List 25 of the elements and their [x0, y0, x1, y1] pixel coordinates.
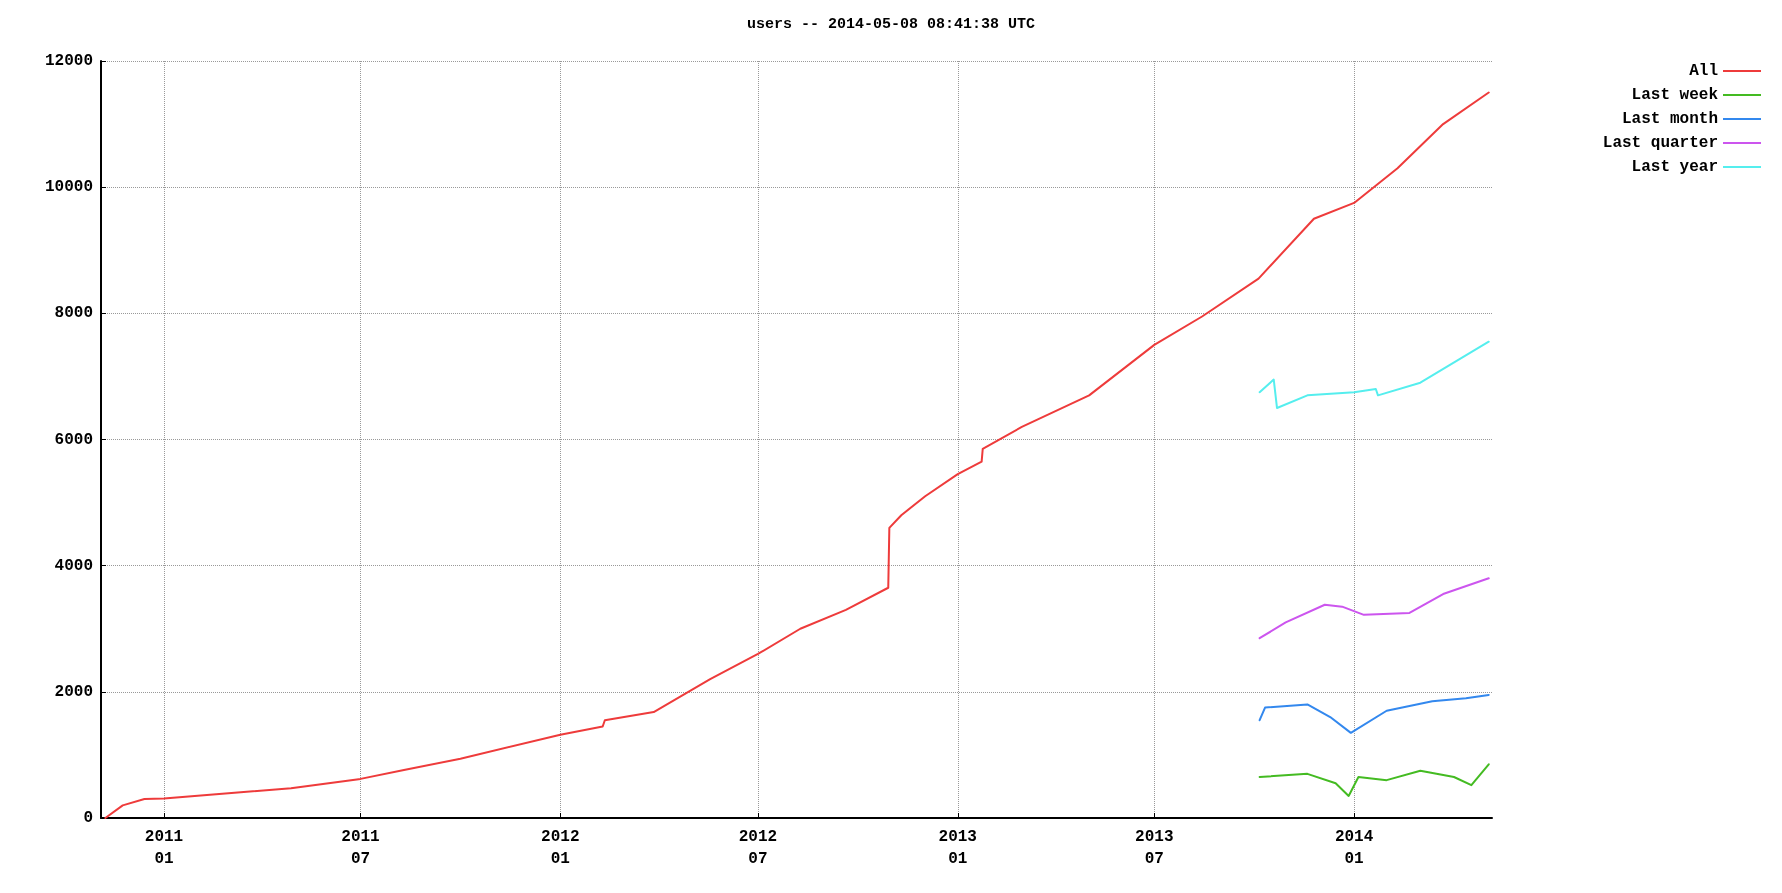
line-series	[1258, 763, 1490, 797]
legend-label: Last week	[1631, 86, 1719, 104]
line-series	[1258, 577, 1490, 640]
legend-label: Last quarter	[1602, 134, 1718, 152]
y-tick-label: 8000	[54, 304, 93, 323]
chart-title: users -- 2014-05-08 08:41:38 UTC	[746, 16, 1036, 33]
x-tick-label: 2011 07	[341, 828, 380, 868]
legend-label: Last month	[1621, 110, 1718, 128]
line-series	[1258, 693, 1490, 734]
x-tick-label: 2012 01	[541, 828, 580, 868]
x-tick-label: 2013 01	[938, 828, 977, 868]
y-tick-label: 4000	[54, 556, 93, 575]
y-tick-label: 0	[83, 809, 93, 827]
y-tick-label: 10000	[44, 178, 93, 197]
y-tick-label: 6000	[54, 430, 93, 449]
line-series	[1258, 340, 1490, 409]
x-tick-label: 2014 01	[1334, 828, 1374, 868]
line-series	[104, 91, 1490, 819]
legend-label: Last year	[1631, 158, 1718, 176]
x-tick-label: 2011 01	[144, 828, 184, 868]
legend-label: All	[1689, 62, 1718, 80]
x-tick-label: 2013 07	[1135, 828, 1174, 868]
x-tick-label: 2012 07	[738, 828, 778, 868]
y-tick-label: 2000	[54, 682, 93, 701]
y-tick-label: 12000	[44, 52, 93, 70]
